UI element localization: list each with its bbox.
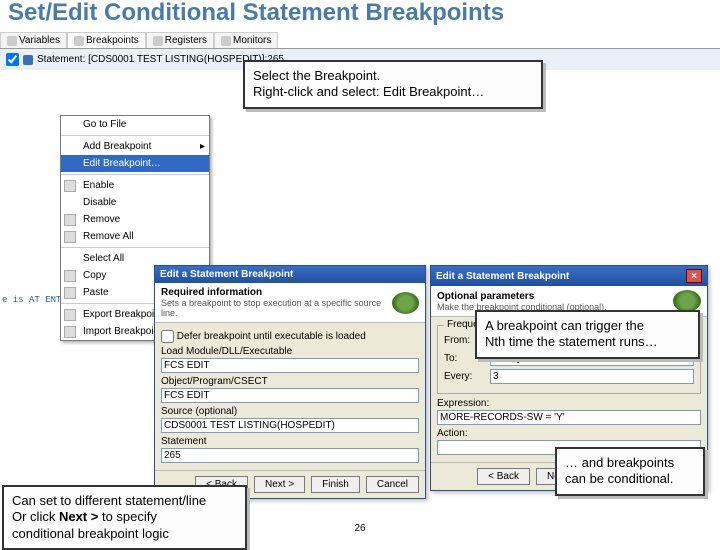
callout-text: Nth time the statement runs… [485, 334, 690, 350]
menu-label: Remove All [83, 231, 134, 242]
menu-enable[interactable]: Enable [61, 177, 209, 194]
page-number: 26 [354, 523, 365, 534]
tab-monitors[interactable]: Monitors [214, 32, 278, 48]
submenu-arrow-icon: ▸ [200, 141, 205, 152]
bug-icon [673, 290, 701, 312]
callout-text: … and breakpoints [565, 455, 695, 471]
import-icon [64, 326, 76, 338]
export-icon [64, 309, 76, 321]
callout-statement-line: Can set to different statement/line Or c… [2, 485, 247, 550]
menu-edit-breakpoint[interactable]: Edit Breakpoint… [61, 155, 209, 172]
module-field[interactable] [161, 358, 419, 373]
callout-nth-time: A breakpoint can trigger the Nth time th… [475, 310, 700, 359]
tab-variables[interactable]: Variables [0, 32, 67, 48]
menu-add-breakpoint[interactable]: Add Breakpoint ▸ [61, 138, 209, 155]
callout-text: conditional breakpoint logic [12, 526, 237, 542]
page-title: Set/Edit Conditional Statement Breakpoin… [0, 0, 720, 26]
menu-label: Paste [83, 287, 109, 298]
paste-icon [64, 287, 76, 299]
cancel-button[interactable]: Cancel [366, 476, 419, 493]
bug-icon [392, 292, 419, 314]
tab-label: Variables [19, 35, 60, 46]
object-field[interactable] [161, 388, 419, 403]
menu-disable[interactable]: Disable [61, 194, 209, 211]
callout-text: can be conditional. [565, 471, 695, 487]
source-label: Source (optional) [161, 406, 419, 417]
defer-checkbox[interactable] [161, 330, 174, 343]
menu-label: Disable [83, 197, 116, 208]
remove-icon [64, 214, 76, 226]
tab-label: Registers [165, 35, 207, 46]
next-button[interactable]: Next > [254, 476, 305, 493]
removeall-icon [64, 231, 76, 243]
close-icon[interactable]: × [686, 269, 702, 283]
dialog-desc: Sets a breakpoint to stop execution at a… [161, 298, 392, 318]
expression-field[interactable] [437, 410, 701, 425]
callout-conditional: … and breakpoints can be conditional. [555, 447, 705, 496]
breakpoints-icon [74, 36, 84, 46]
copy-icon [64, 270, 76, 282]
monitors-icon [221, 36, 231, 46]
object-label: Object/Program/CSECT [161, 376, 419, 387]
variables-icon [7, 36, 17, 46]
statement-label: Statement [161, 436, 419, 447]
tab-breakpoints[interactable]: Breakpoints [67, 32, 146, 48]
menu-goto-file[interactable]: Go to File [61, 116, 209, 133]
dialog-titlebar[interactable]: Edit a Statement Breakpoint [155, 266, 425, 283]
callout-text: Right-click and select: Edit Breakpoint… [253, 84, 533, 100]
dialog-subtitle: Optional parameters [437, 291, 607, 302]
dialog-titlebar[interactable]: Edit a Statement Breakpoint × [431, 266, 707, 286]
expression-label: Expression: [437, 398, 701, 409]
back-button[interactable]: < Back [477, 468, 530, 485]
dialog-required-info: Edit a Statement Breakpoint Required inf… [154, 265, 426, 499]
tab-label: Monitors [233, 35, 271, 46]
dialog-title: Edit a Statement Breakpoint [160, 269, 293, 280]
menu-label: Copy [83, 270, 106, 281]
defer-label: Defer breakpoint until executable is loa… [177, 331, 366, 342]
callout-text: Can set to different statement/line [12, 493, 237, 509]
callout-text: Or click Next > to specify [12, 509, 237, 525]
enable-icon [64, 180, 76, 192]
tabbar: Variables Breakpoints Registers Monitors [0, 32, 720, 49]
menu-label: Edit Breakpoint… [83, 158, 161, 169]
callout-select-breakpoint: Select the Breakpoint. Right-click and s… [243, 60, 543, 109]
menu-label: Select All [83, 253, 124, 264]
tab-label: Breakpoints [86, 35, 139, 46]
registers-icon [153, 36, 163, 46]
menu-remove-all[interactable]: Remove All [61, 228, 209, 245]
statement-field[interactable] [161, 448, 419, 463]
finish-button[interactable]: Finish [311, 476, 360, 493]
menu-label: Enable [83, 180, 114, 191]
menu-label: Go to File [83, 119, 126, 130]
action-label: Action: [437, 428, 701, 439]
module-label: Load Module/DLL/Executable [161, 346, 419, 357]
dialog-title: Edit a Statement Breakpoint [436, 271, 569, 282]
tab-registers[interactable]: Registers [146, 32, 214, 48]
callout-text: Select the Breakpoint. [253, 68, 533, 84]
every-label: Every: [444, 371, 484, 382]
dialog-subtitle: Required information [161, 287, 392, 298]
callout-text: A breakpoint can trigger the [485, 318, 690, 334]
breakpoint-checkbox[interactable] [6, 53, 19, 66]
breakpoint-icon [23, 55, 33, 65]
every-field[interactable] [490, 369, 694, 384]
menu-label: Remove [83, 214, 120, 225]
menu-label: Add Breakpoint [83, 141, 151, 152]
menu-remove[interactable]: Remove [61, 211, 209, 228]
dialog-subheader: Required information Sets a breakpoint t… [155, 283, 425, 323]
source-field[interactable] [161, 418, 419, 433]
